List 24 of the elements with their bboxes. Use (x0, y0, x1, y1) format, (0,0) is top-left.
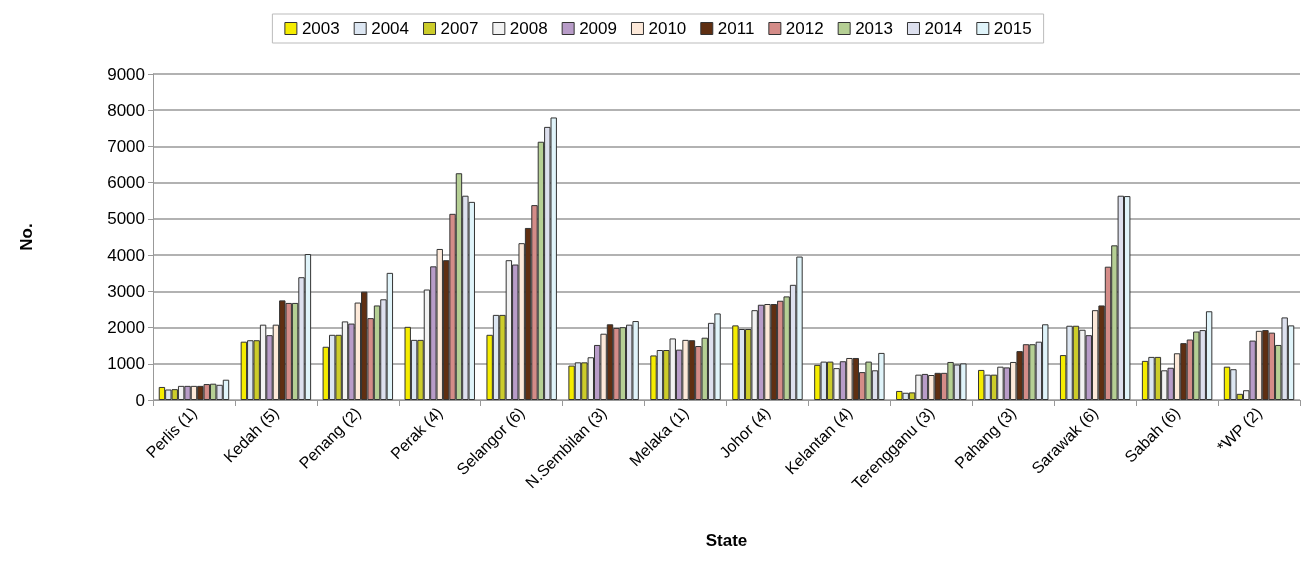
y-tick-label: 0 (135, 390, 145, 410)
y-tick-label: 8000 (107, 100, 145, 120)
legend-label: 2014 (924, 19, 963, 38)
y-tick-label: 9000 (107, 64, 145, 84)
y-tick-label: 2000 (107, 318, 145, 338)
legend-label: 2010 (648, 19, 687, 38)
legend-label: 2011 (717, 19, 755, 38)
x-axis-title: State (705, 531, 748, 550)
y-axis-title: No. (17, 223, 36, 251)
y-tick-label: 1000 (107, 354, 145, 374)
y-tick-label: 6000 (107, 173, 145, 193)
legend-label: 2007 (440, 19, 479, 38)
y-tick-label: 4000 (107, 245, 145, 265)
y-tick-label: 7000 (107, 136, 145, 156)
y-tick-label: 5000 (107, 209, 145, 229)
x-tick-label: *WP (2) (1213, 403, 1266, 456)
legend-label: 2015 (993, 19, 1032, 38)
legend-label: 2004 (371, 19, 410, 38)
legend-label: 2009 (579, 19, 617, 38)
legend-label: 2003 (301, 19, 340, 38)
legend-label: 2008 (509, 19, 548, 38)
legend-label: 2013 (855, 19, 893, 38)
y-tick-label: 3000 (107, 281, 145, 301)
legend-label: 2012 (785, 19, 824, 38)
